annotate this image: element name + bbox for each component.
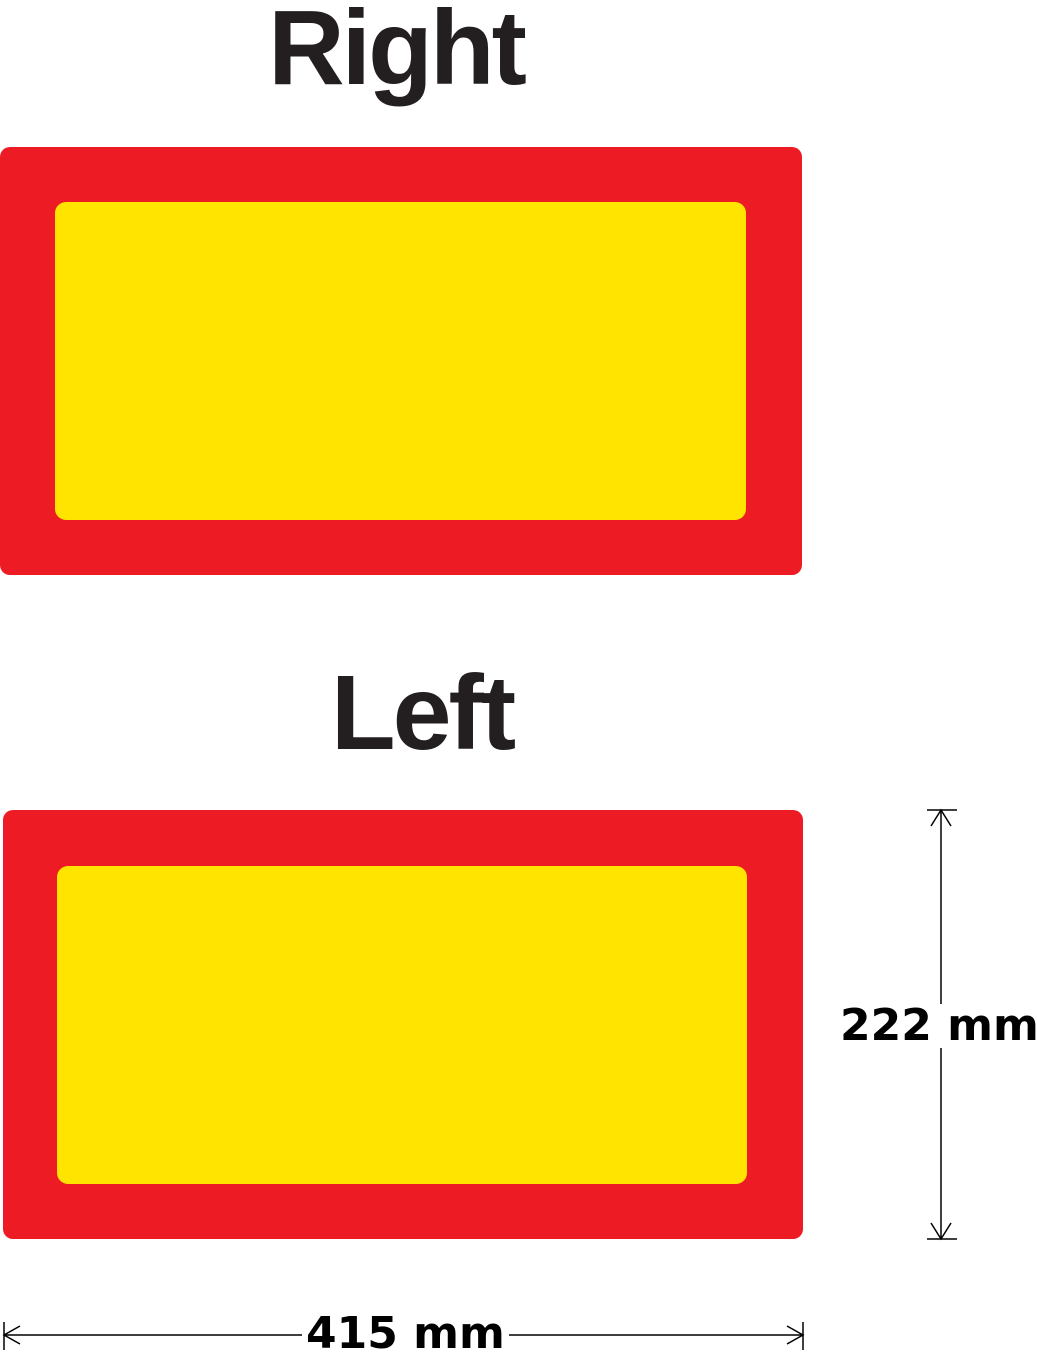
plate-right-yellow-panel bbox=[55, 202, 746, 520]
width-dimension-label: 415 mm bbox=[302, 1312, 509, 1356]
arrow-up-icon bbox=[930, 808, 952, 827]
height-dimension-label: 222 mm bbox=[840, 1000, 1037, 1051]
plate-left-yellow-panel bbox=[57, 866, 747, 1184]
arrow-down-icon bbox=[930, 1222, 952, 1241]
plate-right bbox=[0, 147, 802, 575]
plate-left bbox=[3, 810, 803, 1239]
arrow-left-icon bbox=[2, 1325, 21, 1345]
arrow-right-icon bbox=[786, 1325, 805, 1345]
heading-left: Left bbox=[330, 654, 516, 772]
heading-right: Right bbox=[268, 0, 527, 107]
